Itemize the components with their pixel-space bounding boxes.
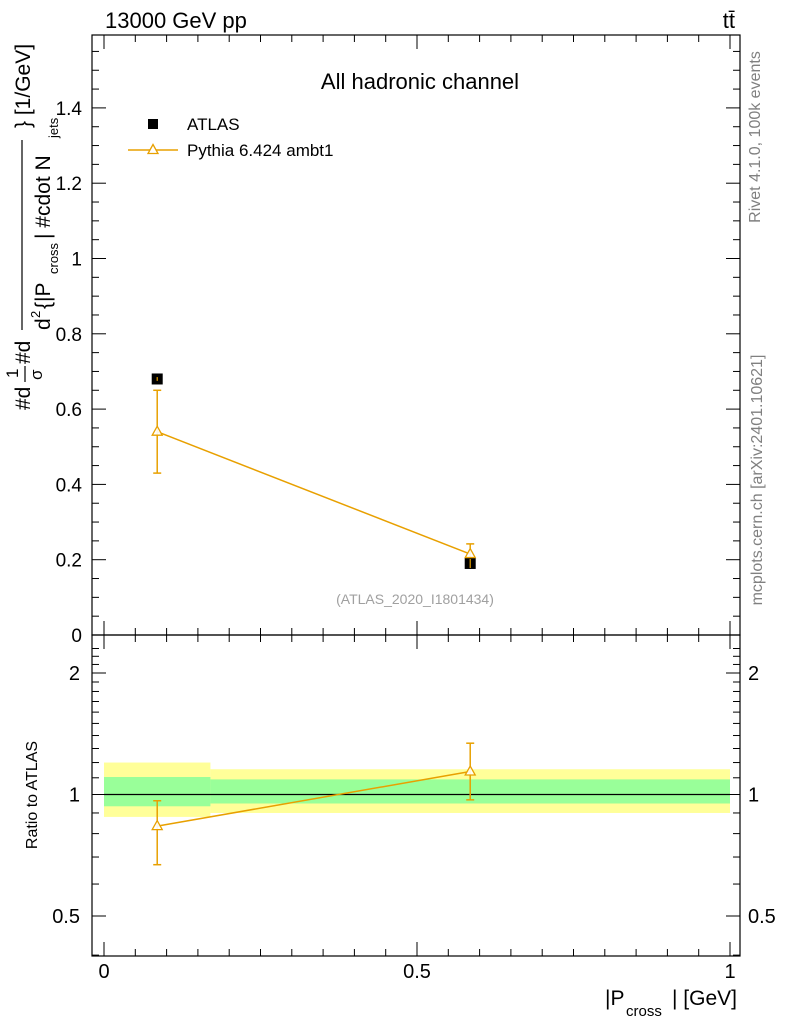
main-y-tick-label: 0.6	[56, 400, 82, 421]
ratio-data-point	[464, 764, 477, 776]
pythia-series-line	[156, 430, 471, 555]
ratio-y-tick-label-right: 1	[748, 785, 759, 807]
ylabel-frac2-den-rest: {|P	[32, 283, 55, 309]
ratio-bands	[104, 762, 731, 817]
xlabel-main: |P	[605, 987, 624, 1010]
ratio-y-tick-label-left: 0.5	[52, 906, 80, 928]
ylabel-mid: #d	[12, 341, 35, 364]
ylabel-frac2-den-d: d	[32, 318, 55, 330]
energy-label: 13000 GeV pp	[105, 8, 247, 33]
ratio-ticks	[92, 635, 740, 956]
main-y-tick-labels: 0 0.2 0.4 0.6 0.8 1 1.2 1.4	[56, 99, 83, 647]
ratio-y-tick-label-right: 0.5	[748, 906, 776, 928]
ylabel-prefix: #d	[12, 387, 35, 410]
ratio-frame	[91, 634, 741, 957]
legend-pythia-marker	[146, 143, 160, 155]
ylabel-frac2-den-sub2: jets	[46, 117, 61, 139]
mcplots-label: mcplots.cern.ch [arXiv:2401.10621]	[749, 355, 766, 606]
main-y-ticks	[92, 35, 740, 636]
ratio-panel: 0.5 0.5 1 1 2 2 0 0.5 1 Ratio to ATLAS |P cross …	[24, 634, 776, 1020]
xlabel-end: | [GeV]	[672, 987, 737, 1010]
main-data-layer	[151, 373, 477, 569]
ratio-y-tick-label-left: 2	[69, 663, 80, 685]
ratio-y-tick-label-right: 2	[748, 663, 759, 685]
ratio-y-tick-label-left: 1	[69, 785, 80, 807]
legend: ATLAS Pythia 6.424 ambt1	[128, 115, 333, 160]
rivet-label: Rivet 4.1.0, 100k events	[747, 51, 764, 223]
ratio-tick-labels: 0.5 0.5 1 1 2 2 0 0.5 1	[52, 663, 776, 983]
process-label: tt̄	[723, 8, 735, 33]
ylabel-frac1-num: 1	[3, 369, 22, 378]
main-panel: 0 0.2 0.4 0.6 0.8 1 1.2 1.4 All hadronic channe…	[56, 34, 741, 647]
ylabel-frac2-den-sup: 2	[28, 311, 43, 318]
ylabel-frac2-den-end: | #cdot N	[32, 155, 55, 239]
x-tick-label: 0	[98, 961, 109, 983]
main-y-tick-label: 1.4	[56, 99, 83, 120]
ylabel-frac1-den: σ	[27, 369, 46, 380]
main-y-tick-label: 0.4	[56, 475, 83, 496]
ylabel-frac2-den-sub: cross	[46, 242, 61, 274]
main-y-tick-label: 0.2	[56, 551, 82, 572]
x-tick-label: 1	[724, 961, 735, 983]
main-y-tick-label: 0.8	[56, 325, 82, 346]
chart-title: All hadronic channel	[321, 69, 519, 94]
main-y-tick-label: 0	[71, 626, 82, 647]
main-y-tick-label: 1.2	[56, 174, 82, 195]
ratio-data-layer	[151, 742, 477, 866]
legend-atlas-marker	[148, 119, 158, 129]
ratio-series-line	[157, 770, 471, 827]
ylabel-suffix: } [1/GeV]	[12, 44, 35, 128]
analysis-watermark: (ATLAS_2020_I1801434)	[336, 591, 494, 607]
legend-atlas-label: ATLAS	[187, 115, 240, 134]
pythia-data-point	[151, 424, 164, 436]
x-tick-label: 0.5	[403, 961, 431, 983]
legend-pythia-label: Pythia 6.424 ambt1	[187, 141, 333, 160]
ratio-y-axis-label: Ratio to ATLAS	[24, 741, 41, 849]
main-y-axis-label: #d 1 σ #d d 2 σ fid d 2 {|P cross | #cdo…	[3, 44, 61, 410]
xlabel-sub: cross	[626, 1003, 662, 1020]
x-axis-label: |P cross | [GeV]	[605, 987, 737, 1020]
main-y-tick-label: 1	[71, 250, 82, 271]
ratio-data-point	[151, 819, 164, 831]
pythia-data-point	[464, 547, 477, 559]
